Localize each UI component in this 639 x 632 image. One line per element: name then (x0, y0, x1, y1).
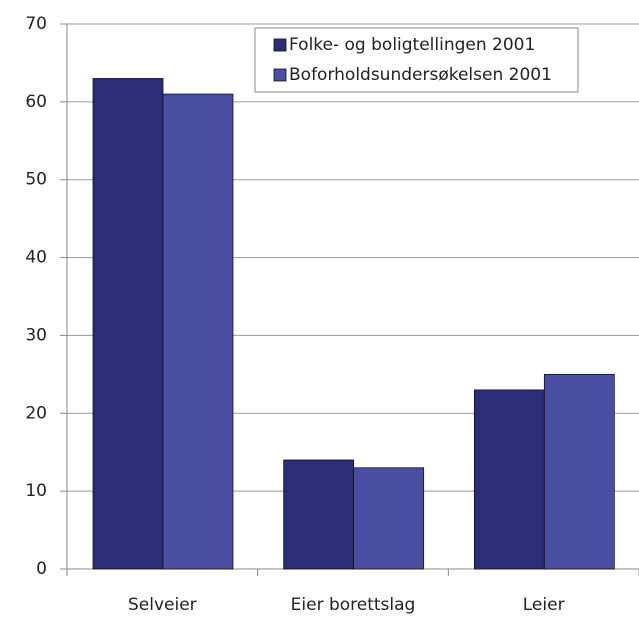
bar (473, 389, 545, 570)
y-tick-label: 50 (25, 170, 47, 190)
y-tick-label: 20 (25, 403, 47, 423)
y-tick-label: 0 (36, 559, 47, 579)
x-tick-label: Leier (523, 595, 565, 615)
legend-label: Folke- og boligtellingen 2001 (289, 35, 535, 55)
bar (283, 459, 355, 570)
y-tick-label: 70 (25, 14, 47, 34)
bar (92, 78, 164, 570)
legend-label: Boforholdsundersøkelsen 2001 (289, 65, 552, 85)
y-tick-label: 60 (25, 92, 47, 112)
x-tick-label: Selveier (128, 595, 197, 615)
x-tick-label: Eier borettslag (291, 595, 416, 615)
y-tick-label: 10 (25, 481, 47, 501)
bar (543, 373, 615, 570)
bar (162, 93, 234, 570)
bar (353, 467, 425, 570)
legend-box (254, 27, 579, 93)
y-tick-label: 30 (25, 325, 47, 345)
y-tick-label: 40 (25, 248, 47, 268)
legend-swatch (273, 38, 287, 52)
legend-swatch (273, 68, 287, 82)
